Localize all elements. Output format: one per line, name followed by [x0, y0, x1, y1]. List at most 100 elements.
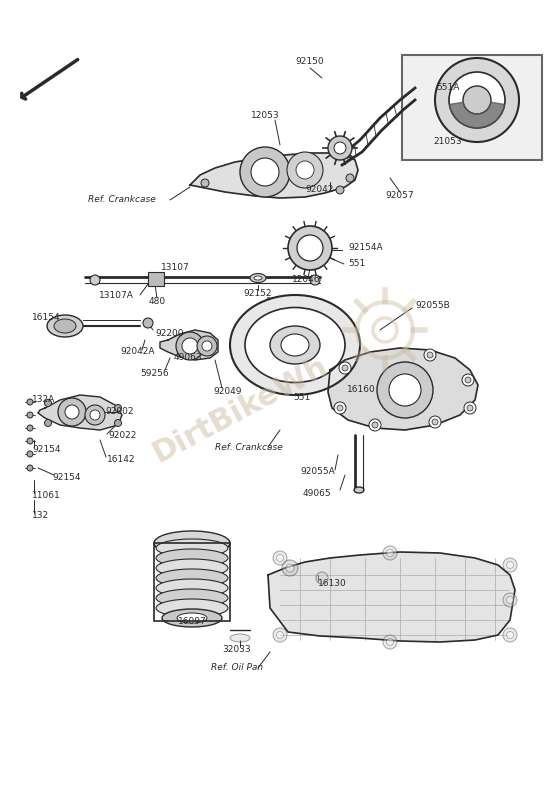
Ellipse shape	[154, 531, 230, 555]
Circle shape	[342, 365, 348, 371]
Text: 16160: 16160	[347, 386, 376, 394]
Circle shape	[339, 362, 351, 374]
Bar	[402, 55, 542, 160]
Circle shape	[506, 562, 514, 569]
Ellipse shape	[156, 599, 228, 617]
Circle shape	[389, 374, 421, 406]
Text: 92055A: 92055A	[300, 467, 335, 477]
Text: 92002: 92002	[105, 407, 133, 417]
Circle shape	[273, 628, 287, 642]
Circle shape	[115, 405, 122, 411]
Circle shape	[424, 349, 436, 361]
Polygon shape	[190, 153, 358, 198]
Circle shape	[334, 142, 346, 154]
Circle shape	[288, 226, 332, 270]
Circle shape	[27, 438, 33, 444]
Text: 92055: 92055	[266, 298, 294, 306]
Circle shape	[287, 152, 323, 188]
Circle shape	[282, 560, 298, 576]
Text: 59256: 59256	[141, 369, 169, 378]
Ellipse shape	[156, 579, 228, 597]
Polygon shape	[160, 330, 218, 360]
Ellipse shape	[281, 334, 309, 356]
Text: 92154: 92154	[52, 474, 80, 482]
Ellipse shape	[177, 613, 207, 623]
Text: 11061: 11061	[32, 491, 61, 501]
Ellipse shape	[162, 609, 222, 627]
Circle shape	[202, 341, 212, 351]
Circle shape	[506, 631, 514, 638]
Circle shape	[27, 425, 33, 431]
Circle shape	[277, 631, 284, 638]
Circle shape	[372, 422, 378, 428]
Bar	[154, 543, 230, 621]
Ellipse shape	[156, 559, 228, 577]
Ellipse shape	[230, 295, 360, 395]
Text: 551: 551	[293, 393, 311, 402]
Circle shape	[328, 136, 352, 160]
Text: 32033: 32033	[223, 646, 251, 654]
Ellipse shape	[354, 487, 364, 493]
Text: 92057: 92057	[386, 190, 414, 199]
Circle shape	[286, 564, 294, 572]
Text: 16154: 16154	[32, 314, 61, 322]
Ellipse shape	[47, 315, 83, 337]
Text: 92154A: 92154A	[348, 242, 382, 251]
Text: 92042A: 92042A	[120, 347, 154, 357]
Circle shape	[346, 174, 354, 182]
Bar	[148, 272, 164, 286]
Ellipse shape	[156, 589, 228, 607]
Text: 132A: 132A	[32, 395, 55, 405]
Circle shape	[240, 147, 290, 197]
Circle shape	[27, 451, 33, 457]
Text: 12046: 12046	[291, 275, 320, 285]
Circle shape	[465, 377, 471, 383]
Text: 49063: 49063	[174, 354, 202, 362]
Circle shape	[273, 551, 287, 565]
Circle shape	[336, 186, 344, 194]
Text: Ref. Crankcase: Ref. Crankcase	[88, 195, 156, 205]
Text: 480: 480	[148, 298, 165, 306]
Text: 132: 132	[32, 511, 49, 521]
Circle shape	[432, 419, 438, 425]
Circle shape	[45, 399, 51, 406]
Ellipse shape	[270, 326, 320, 364]
Text: 13107A: 13107A	[99, 291, 133, 301]
Text: Ref. Crankcase: Ref. Crankcase	[215, 442, 283, 451]
Ellipse shape	[54, 319, 76, 333]
Text: 16142: 16142	[107, 455, 136, 465]
Text: DirtBikeWh: DirtBikeWh	[148, 351, 333, 469]
Circle shape	[45, 419, 51, 426]
Circle shape	[182, 338, 198, 354]
Circle shape	[503, 558, 517, 572]
Circle shape	[27, 465, 33, 471]
Text: 92200: 92200	[155, 329, 183, 338]
Text: 92049: 92049	[214, 387, 242, 397]
Polygon shape	[38, 395, 122, 430]
Text: Ref. Oil Pan: Ref. Oil Pan	[211, 663, 263, 673]
Circle shape	[383, 546, 397, 560]
Ellipse shape	[156, 539, 228, 557]
Ellipse shape	[254, 276, 262, 280]
Polygon shape	[268, 552, 515, 642]
Circle shape	[58, 398, 86, 426]
Circle shape	[316, 572, 328, 584]
Circle shape	[201, 179, 209, 187]
Text: 92152: 92152	[244, 289, 272, 298]
Circle shape	[251, 158, 279, 186]
Circle shape	[197, 336, 217, 356]
Circle shape	[115, 419, 122, 426]
Circle shape	[435, 58, 519, 142]
Text: 21053: 21053	[434, 138, 462, 146]
Circle shape	[463, 86, 491, 114]
Text: 12053: 12053	[251, 110, 279, 119]
Text: 13107: 13107	[161, 263, 190, 273]
Ellipse shape	[230, 634, 250, 642]
Text: 92022: 92022	[108, 430, 137, 439]
Text: 92150: 92150	[296, 58, 325, 66]
Circle shape	[85, 405, 105, 425]
Circle shape	[386, 550, 393, 557]
Text: 92042: 92042	[306, 186, 334, 194]
Polygon shape	[450, 102, 505, 128]
Circle shape	[176, 332, 204, 360]
